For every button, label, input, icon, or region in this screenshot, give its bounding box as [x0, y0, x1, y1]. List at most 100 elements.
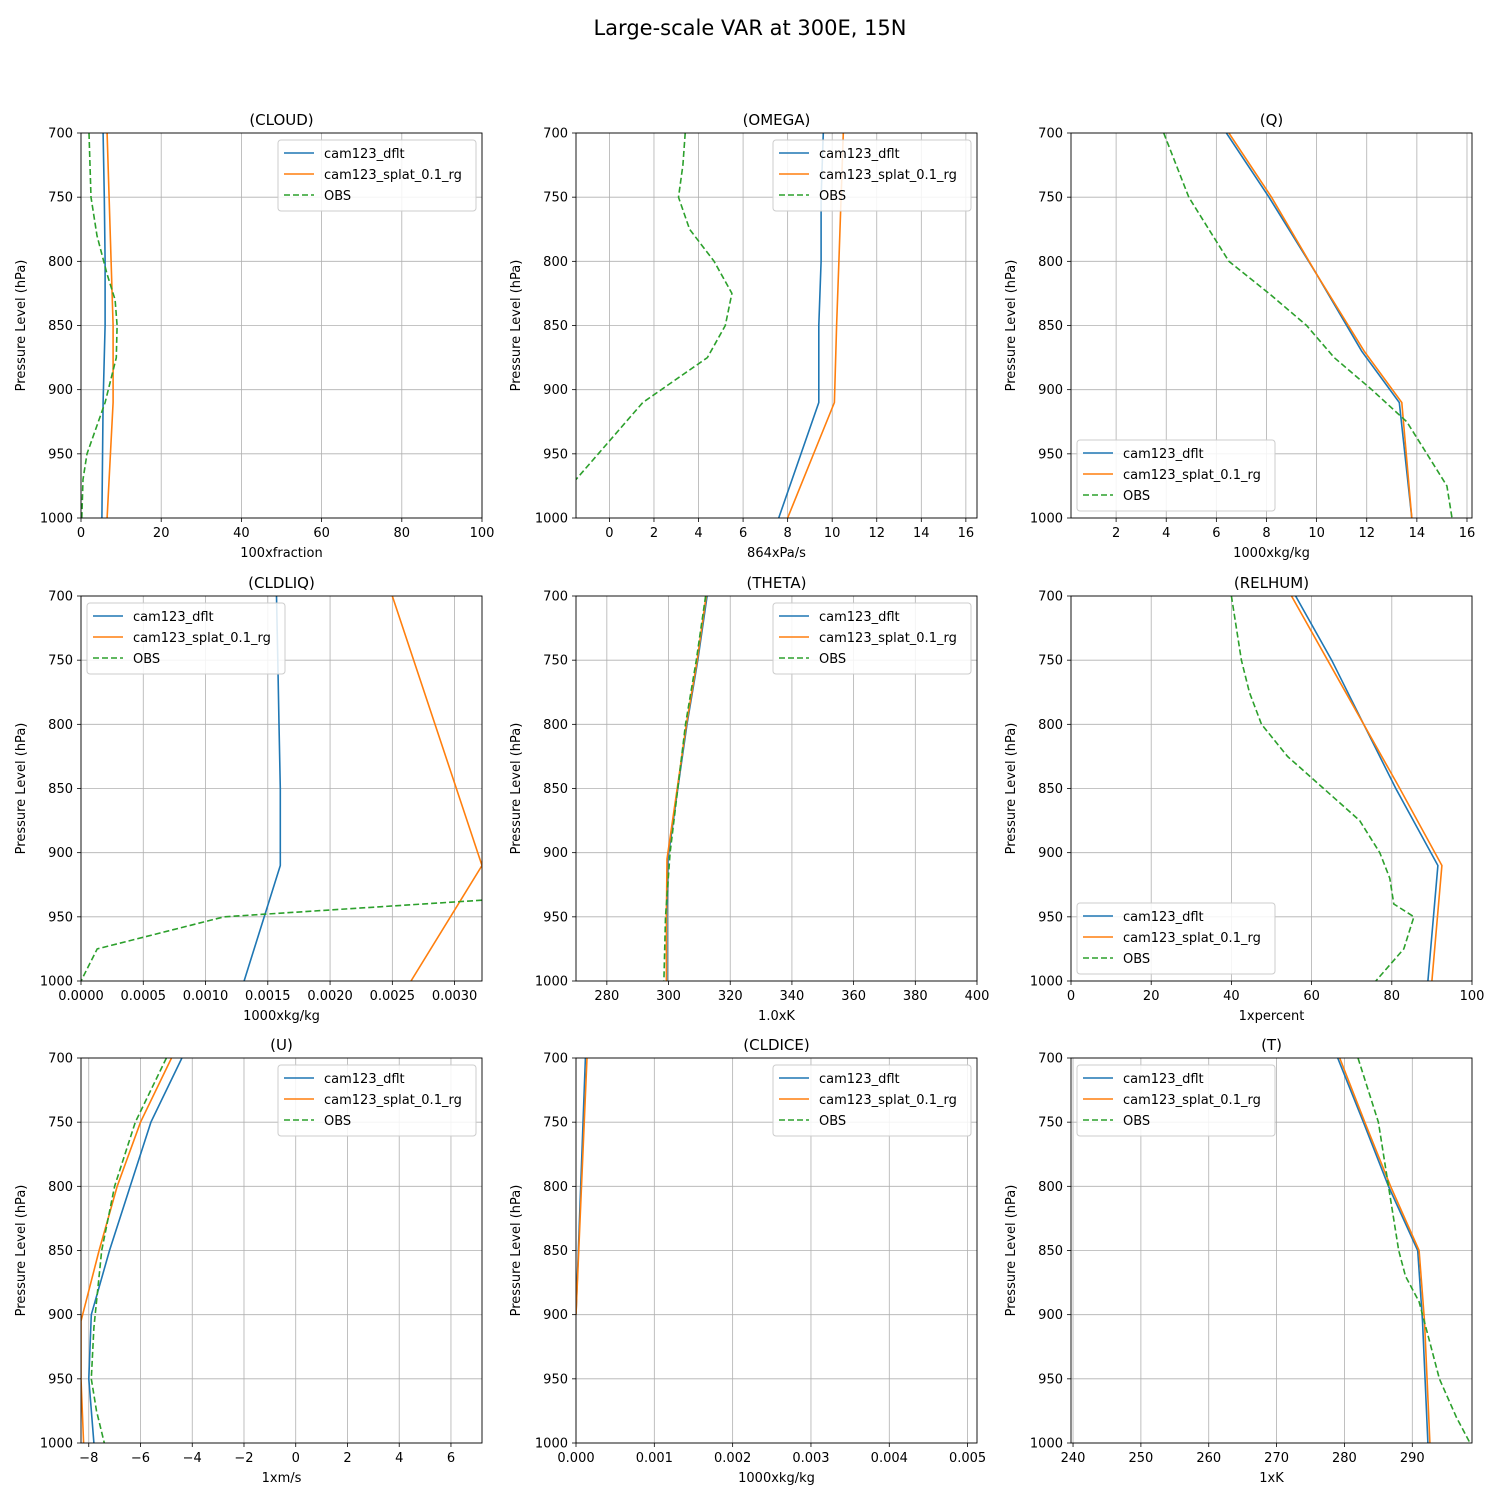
y-tick-label: 1000	[40, 512, 73, 527]
x-tick-label: 0.0030	[432, 989, 478, 1004]
y-tick-label: 700	[1038, 590, 1063, 605]
legend-entry: OBS	[819, 189, 846, 204]
y-tick-label: 800	[1038, 1180, 1063, 1195]
y-tick-label: 950	[543, 447, 568, 462]
x-axis-label: 1000xkg/kg	[1233, 546, 1310, 561]
y-axis-label: Pressure Level (hPa)	[1004, 260, 1019, 392]
x-tick-label: 10	[1308, 526, 1325, 541]
x-axis-label: 100xfraction	[240, 546, 322, 561]
y-tick-label: 850	[1038, 782, 1063, 797]
legend-entry: OBS	[1123, 489, 1150, 504]
x-axis-label: 1xm/s	[262, 1471, 302, 1486]
x-tick-label: 0.0020	[307, 989, 353, 1004]
x-tick-label: 0	[77, 526, 85, 541]
y-tick-label: 1000	[40, 1437, 73, 1452]
y-tick-label: 700	[543, 590, 568, 605]
x-tick-label: 0.000	[557, 1451, 594, 1466]
y-tick-label: 900	[1038, 383, 1063, 398]
y-tick-label: 1000	[40, 975, 73, 990]
y-tick-label: 1000	[1030, 512, 1063, 527]
y-tick-label: 850	[1038, 319, 1063, 334]
y-axis-label: Pressure Level (hPa)	[509, 260, 524, 392]
x-tick-label: −2	[234, 1451, 253, 1466]
subplot-4: 280 300 320 340 360 380 400 700 750 800 850 900 950 1…	[509, 574, 989, 1024]
x-tick-label: 290	[1400, 1451, 1425, 1466]
legend-entry: cam123_splat_0.1_rg	[1123, 468, 1261, 483]
y-tick-label: 700	[48, 127, 73, 142]
x-tick-label: 280	[594, 989, 619, 1004]
y-tick-label: 700	[543, 1052, 568, 1067]
y-axis-label: Pressure Level (hPa)	[1004, 1185, 1019, 1317]
legend-entry: OBS	[819, 1114, 846, 1129]
subplot-8: 240 250 260 270 280 290 700 750 800 850 900 950 1000…	[1004, 1036, 1473, 1486]
y-tick-label: 800	[1038, 718, 1063, 733]
y-tick-label: 950	[543, 1372, 568, 1387]
y-tick-label: 750	[48, 1116, 73, 1131]
x-tick-label: −8	[79, 1451, 98, 1466]
y-tick-label: 900	[1038, 846, 1063, 861]
legend-entry: OBS	[133, 652, 160, 667]
y-tick-label: 900	[48, 1308, 73, 1323]
x-tick-label: 20	[1143, 989, 1160, 1004]
legend: cam123_dflt cam123_splat_0.1_rg OBS	[86, 602, 286, 675]
x-tick-label: 2	[1112, 526, 1120, 541]
x-tick-label: 0.004	[871, 1451, 908, 1466]
series-line-OBS	[576, 133, 733, 481]
legend: cam123_dflt cam123_splat_0.1_rg OBS	[772, 602, 972, 675]
series-line-OBS	[1162, 133, 1453, 518]
subplot-6: −8 −6 −4 −2 0 2 4 6 700 750 800 850 900 950 1000 (U) 1xm…	[14, 1036, 483, 1486]
y-tick-label: 850	[48, 319, 73, 334]
x-tick-label: 320	[718, 989, 743, 1004]
legend-entry: cam123_dflt	[133, 610, 214, 625]
x-tick-label: 6	[739, 526, 747, 541]
y-tick-label: 750	[48, 654, 73, 669]
y-tick-label: 700	[543, 127, 568, 142]
legend-entry: cam123_splat_0.1_rg	[819, 168, 957, 183]
x-tick-label: 16	[958, 526, 975, 541]
y-axis-label: Pressure Level (hPa)	[509, 723, 524, 855]
y-tick-label: 750	[543, 1116, 568, 1131]
x-tick-label: 12	[1358, 526, 1375, 541]
x-axis-label: 1.0xK	[758, 1009, 795, 1024]
y-tick-label: 1000	[535, 975, 568, 990]
y-tick-label: 950	[1038, 447, 1063, 462]
legend: cam123_dflt cam123_splat_0.1_rg OBS	[1076, 902, 1276, 975]
subplot-title: (THETA)	[747, 574, 807, 592]
x-tick-label: 60	[1303, 989, 1320, 1004]
subplot-1: 0 2 4 6 8 10 12 14 16 700 750 800 850 900 950 1000 (OMEG…	[509, 111, 978, 561]
series-line-cam123_dflt	[1225, 133, 1413, 518]
series-line-cam123_splat_0.1_rg	[576, 1058, 588, 1315]
legend: cam123_dflt cam123_splat_0.1_rg OBS	[277, 1064, 477, 1137]
x-tick-label: 4	[1162, 526, 1170, 541]
y-tick-label: 950	[543, 910, 568, 925]
x-tick-label: 280	[1332, 1451, 1357, 1466]
y-axis-label: Pressure Level (hPa)	[509, 1185, 524, 1317]
y-tick-label: 800	[48, 1180, 73, 1195]
x-tick-label: 6	[447, 1451, 455, 1466]
y-tick-label: 750	[48, 191, 73, 206]
y-tick-label: 850	[543, 319, 568, 334]
series-line-OBS	[663, 596, 707, 981]
legend-entry: cam123_dflt	[1123, 1072, 1204, 1087]
x-axis-label: 1000xkg/kg	[243, 1009, 320, 1024]
series-line-cam123_splat_0.1_rg	[1338, 1058, 1431, 1443]
y-tick-label: 700	[48, 1052, 73, 1067]
x-tick-label: 0	[1067, 989, 1075, 1004]
x-tick-label: 60	[313, 526, 330, 541]
y-tick-label: 850	[1038, 1244, 1063, 1259]
series-line-OBS	[90, 1058, 168, 1443]
subplot-0: 0 20 40 60 80 100 700 750 800 850 900 950 1000 (CLOUD…	[14, 111, 494, 561]
x-tick-label: 0.003	[792, 1451, 829, 1466]
y-tick-label: 850	[543, 1244, 568, 1259]
x-tick-label: 2	[343, 1451, 351, 1466]
x-tick-label: 360	[841, 989, 866, 1004]
x-tick-label: 0	[292, 1451, 300, 1466]
x-tick-label: 0.0025	[370, 989, 416, 1004]
legend-entry: cam123_splat_0.1_rg	[1123, 931, 1261, 946]
x-tick-label: 300	[656, 989, 681, 1004]
x-tick-label: −4	[183, 1451, 202, 1466]
legend: cam123_dflt cam123_splat_0.1_rg OBS	[1076, 439, 1276, 512]
y-tick-label: 900	[48, 846, 73, 861]
legend-entry: cam123_dflt	[324, 1072, 405, 1087]
series-line-cam123_dflt	[1336, 1058, 1429, 1443]
